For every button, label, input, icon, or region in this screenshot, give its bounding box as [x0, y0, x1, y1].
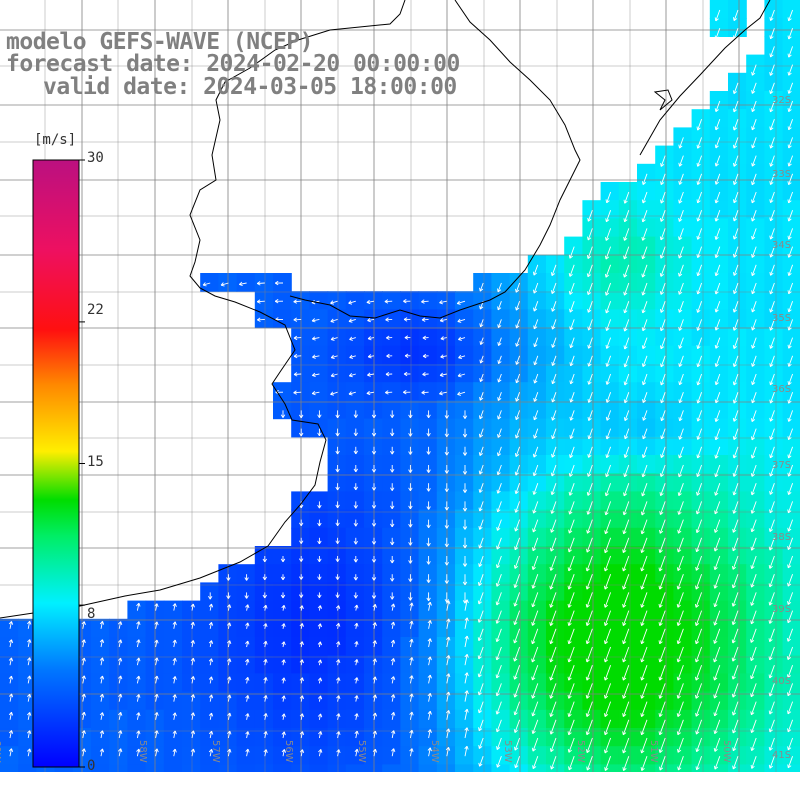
coastline	[0, 0, 406, 619]
lat-label: 40S	[772, 676, 791, 687]
lon-label: 60W	[0, 740, 2, 763]
wind-speed-field	[0, 0, 800, 772]
lon-label: 54W	[429, 740, 440, 763]
lon-label: 51W	[648, 740, 659, 763]
colorbar-tick-marks	[79, 159, 85, 768]
lat-label: 38S	[772, 532, 791, 543]
lat-label: 39S	[772, 604, 791, 615]
lat-label: 36S	[772, 384, 791, 395]
colorbar-label-30: 30	[87, 150, 104, 166]
lat-label: 34S	[772, 240, 791, 251]
colorbar-unit: [m/s]	[34, 132, 77, 148]
latitude-labels: 32S 33S 34S 35S 36S 37S 38S 39S 40S 41S	[772, 95, 791, 761]
lat-label: 41S	[772, 750, 791, 761]
model-title: modelo GEFS-WAVE (NCEP)	[6, 29, 314, 55]
coastline-ne	[289, 0, 581, 319]
lon-label: 55W	[356, 740, 367, 763]
lagoon	[653, 89, 673, 111]
coastline-north	[639, 0, 771, 156]
lat-label: 35S	[772, 313, 791, 324]
colorbar-label-15: 15	[87, 454, 104, 470]
lon-label: 57W	[210, 740, 221, 763]
lon-label: 56W	[283, 740, 294, 763]
colorbar-label-8: 8	[87, 606, 96, 622]
valid-date: valid date: 2024-03-05 18:00:00	[43, 74, 457, 100]
colorbar-label-22: 22	[87, 302, 104, 318]
lat-label: 32S	[772, 95, 791, 106]
lat-label: 33S	[772, 169, 791, 180]
colorbar-label-0: 0	[87, 758, 96, 774]
forecast-date: forecast date: 2024-02-20 00:00:00	[6, 51, 460, 77]
lon-label: 50W	[721, 740, 732, 763]
wind-vectors	[8, 9, 794, 771]
lon-label: 53W	[502, 740, 513, 763]
lat-lon-grid	[0, 0, 800, 772]
lon-label: 58W	[137, 740, 148, 763]
colorbar	[32, 159, 80, 768]
lon-label: 52W	[575, 740, 586, 763]
lat-label: 37S	[772, 460, 791, 471]
